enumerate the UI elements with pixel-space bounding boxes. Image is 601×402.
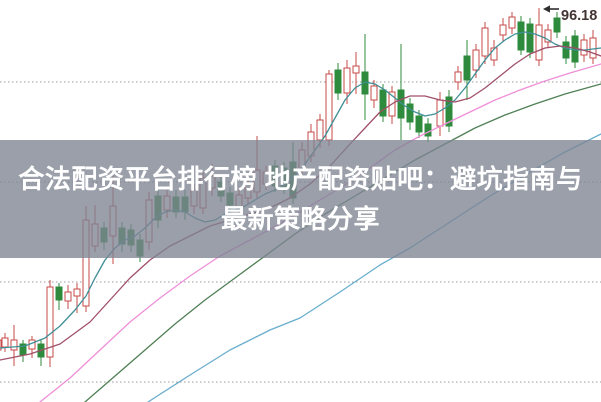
candle-up-body — [0, 339, 2, 351]
candle-down-body — [397, 89, 405, 119]
candle-up-body — [1, 337, 9, 348]
high-arrow-head-icon — [543, 5, 550, 13]
candle-down-body — [463, 55, 471, 81]
candle-up-body — [544, 29, 552, 43]
candle-down-body — [517, 21, 525, 51]
high-price-label: 96.18 — [561, 8, 597, 24]
candle-up-body — [589, 37, 597, 59]
candle-down-body — [334, 69, 342, 94]
overlay-title-line1: 合法配资平台排行榜 地产配资贴吧：避坑指南与 — [18, 164, 583, 194]
candle-down-body — [55, 286, 63, 301]
candle-up-body — [316, 119, 324, 141]
candle-down-body — [406, 103, 414, 123]
candle-up-body — [580, 39, 588, 56]
candle-down-body — [445, 96, 453, 127]
candle-up-body — [454, 71, 462, 83]
candle-down-body — [415, 115, 423, 133]
candle-up-body — [481, 27, 489, 57]
candle-up-body — [10, 339, 18, 351]
candle-down-body — [526, 23, 534, 53]
candle-up-body — [535, 24, 543, 61]
candle-up-body — [499, 24, 507, 36]
title-overlay-band: 合法配资平台排行榜 地产配资贴吧：避坑指南与 最新策略分享 — [0, 140, 601, 258]
candle-up-body — [508, 16, 516, 29]
candle-down-body — [562, 41, 570, 59]
candle-down-body — [424, 123, 432, 137]
candle-up-body — [73, 288, 81, 297]
candle-up-body — [352, 65, 360, 74]
overlay-title-line2: 最新策略分享 — [220, 204, 380, 234]
ma-mid-line — [0, 45, 601, 361]
candle-up-body — [343, 67, 351, 94]
candle-up-body — [370, 85, 378, 101]
candle-up-body — [46, 286, 54, 358]
candle-up-body — [64, 291, 72, 302]
candle-down-body — [379, 89, 387, 117]
candle-down-body — [553, 17, 561, 33]
candle-up-body — [472, 49, 480, 71]
candle-up-body — [490, 47, 498, 61]
